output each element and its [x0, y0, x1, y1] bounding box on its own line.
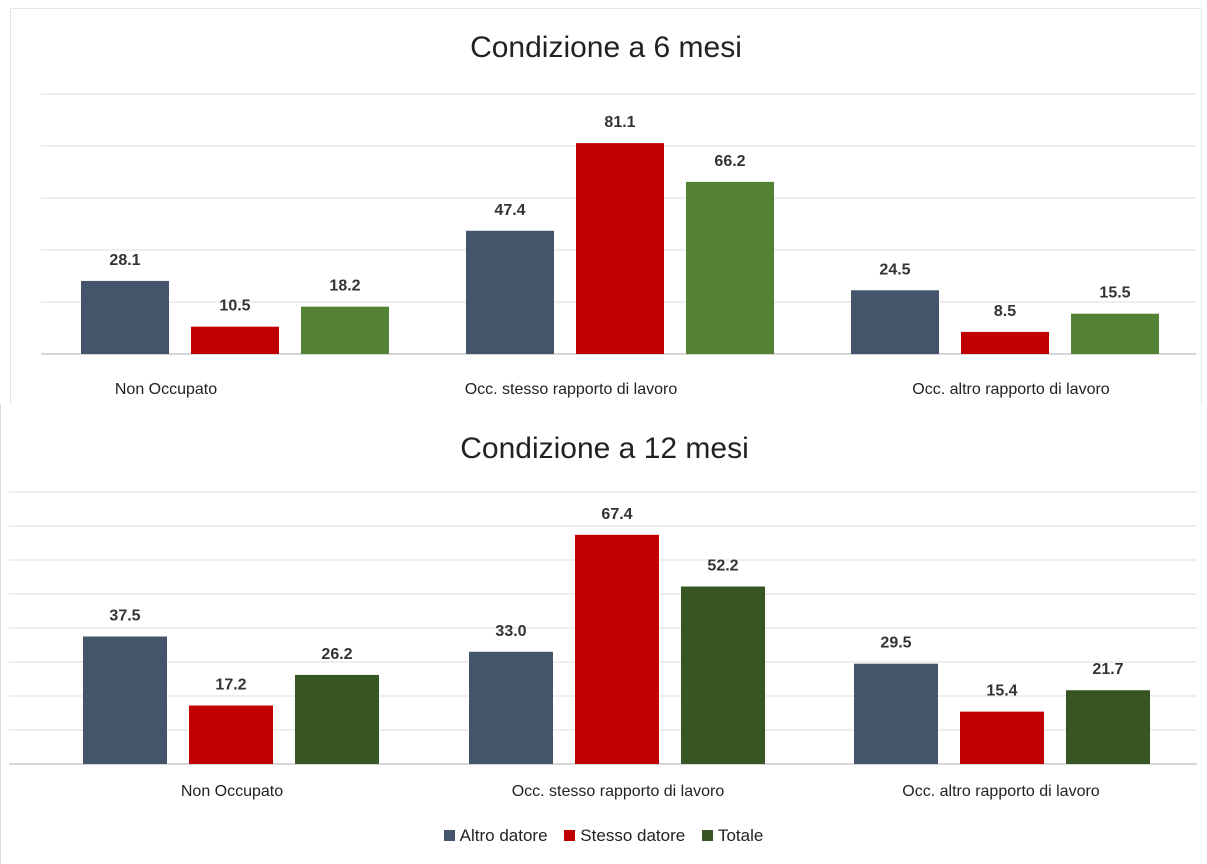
- bar: [295, 674, 379, 764]
- bar: [1066, 690, 1150, 764]
- legend-label: Stesso datore: [580, 826, 686, 845]
- legend-swatch: [443, 830, 455, 841]
- data-label: 26.2: [321, 646, 352, 663]
- legend-label: Altro datore: [459, 826, 548, 845]
- data-label: 81.1: [604, 114, 635, 131]
- bar: [469, 651, 553, 764]
- bar: [83, 636, 167, 764]
- legend: Altro datore Stesso datore Totale: [0, 826, 1207, 846]
- bar-chart-6-mesi: 28.1 47.4 24.5 10.5 81.1 8.5 18.2 66.2 15.5 Non O…: [41, 93, 1196, 398]
- data-label: 37.5: [109, 608, 140, 625]
- legend-swatch: [701, 830, 713, 841]
- category-label: Occ. stesso rapporto di lavoro: [512, 783, 725, 800]
- chart-title: Condizione a 6 mesi: [470, 31, 742, 64]
- bar: [301, 306, 389, 354]
- chart-title: Condizione a 12 mesi: [460, 432, 749, 465]
- data-label: 66.2: [714, 153, 745, 170]
- data-label: 17.2: [215, 677, 246, 694]
- data-label: 52.2: [707, 558, 738, 575]
- bar: [576, 143, 664, 354]
- data-label: 33.0: [495, 623, 526, 640]
- bar: [686, 181, 774, 354]
- legend-item: Totale: [701, 826, 764, 846]
- chart-panel-6-mesi: Condizione a 6 mesi 28.1 47.4 24.5 10.5 81.1…: [10, 8, 1202, 406]
- category-label: Occ. altro rapporto di lavoro: [902, 783, 1100, 800]
- data-label: 24.5: [879, 261, 910, 278]
- data-label: 28.1: [109, 252, 140, 269]
- data-label: 10.5: [219, 298, 250, 315]
- legend-label: Totale: [717, 826, 764, 845]
- bar: [81, 280, 169, 354]
- bar: [1071, 313, 1159, 354]
- bar: [189, 705, 273, 764]
- data-label: 18.2: [329, 278, 360, 295]
- legend-item: Stesso datore: [564, 826, 685, 846]
- bar: [961, 331, 1049, 354]
- bar: [851, 290, 939, 354]
- data-label: 15.4: [986, 683, 1017, 700]
- bar: [575, 534, 659, 764]
- bar: [854, 663, 938, 764]
- data-label: 15.5: [1099, 285, 1130, 302]
- category-label: Non Occupato: [181, 783, 283, 800]
- category-label: Occ. altro rapporto di lavoro: [912, 381, 1110, 398]
- category-label: Non Occupato: [115, 381, 217, 398]
- data-label: 67.4: [601, 506, 632, 523]
- legend-item: Altro datore: [443, 826, 548, 846]
- chart-panel-12-mesi: Condizione a 12 mesi 37.5 33.0 29.5 17.2 67.…: [0, 404, 1207, 864]
- data-label: 8.5: [994, 303, 1016, 320]
- data-label: 29.5: [880, 635, 911, 652]
- data-label: 47.4: [494, 202, 525, 219]
- bar: [466, 230, 554, 354]
- bar: [191, 326, 279, 354]
- bar: [960, 711, 1044, 764]
- category-label: Occ. stesso rapporto di lavoro: [465, 381, 678, 398]
- bar-chart-12-mesi: 37.5 33.0 29.5 17.2 67.4 15.4 26.2 52.2 21.7 Non …: [9, 491, 1197, 800]
- legend-swatch: [564, 830, 576, 841]
- bar: [681, 586, 765, 764]
- data-label: 21.7: [1092, 661, 1123, 678]
